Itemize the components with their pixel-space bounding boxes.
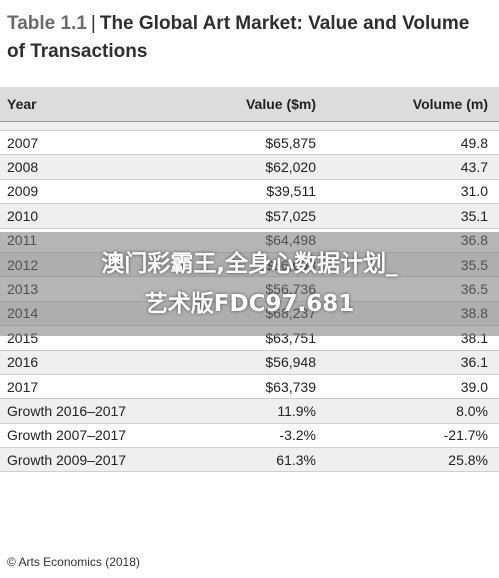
- volume-cell: -21.7%: [443, 427, 488, 444]
- watermark-overlay: 澳门彩霸王,全身心数据计划_ 艺术版FDC97.681: [0, 232, 499, 336]
- header-volume: Volume (m): [412, 96, 488, 112]
- year-cell: 2010: [7, 207, 39, 224]
- value-cell: -3.2%: [279, 427, 316, 444]
- value-cell: 11.9%: [277, 402, 316, 419]
- volume-cell: 25.8%: [448, 451, 488, 468]
- value-cell: $39,511: [266, 183, 316, 200]
- value-cell: $56,948: [265, 354, 316, 371]
- value-cell: $62,020: [265, 159, 316, 176]
- value-cell: $57,025: [265, 207, 316, 224]
- header-value: Value ($m): [245, 96, 316, 112]
- table-row: Growth 2016–2017 11.9% 8.0%: [0, 399, 499, 424]
- table-header: Year Value ($m) Volume (m): [0, 87, 499, 122]
- overlay-line-2: 艺术版FDC97.681: [144, 291, 355, 317]
- year-cell: 2009: [7, 183, 39, 200]
- overlay-line-1: 澳门彩霸王,全身心数据计划_: [101, 251, 398, 277]
- table-row: Growth 2007–2017 -3.2% -21.7%: [0, 423, 499, 449]
- volume-cell: 36.1: [460, 354, 488, 371]
- year-cell: Growth 2009–2017: [7, 451, 127, 468]
- value-cell: $65,875: [265, 134, 316, 151]
- year-cell: 2007: [7, 134, 39, 151]
- volume-cell: 8.0%: [456, 402, 488, 419]
- year-cell: Growth 2016–2017: [7, 402, 127, 419]
- year-cell: 2008: [7, 159, 39, 176]
- header-year: Year: [7, 96, 37, 112]
- volume-cell: 43.7: [460, 159, 488, 176]
- table-row: 2007 $65,875 49.8: [0, 131, 499, 156]
- copyright-footer: © Arts Economics (2018): [7, 555, 140, 569]
- table-row: 2008 $62,020 43.7: [0, 155, 499, 180]
- table-number: Table 1.1: [7, 13, 87, 34]
- year-cell: 2016: [7, 354, 39, 371]
- volume-cell: 39.0: [460, 378, 488, 395]
- volume-cell: 35.1: [460, 207, 488, 224]
- table-row: 2009 $39,511 31.0: [0, 179, 499, 205]
- table-row: Growth 2009–2017 61.3% 25.8%: [0, 448, 499, 473]
- title-separator: |: [90, 13, 96, 34]
- table-row: 2010 $57,025 35.1: [0, 204, 499, 229]
- table-row: 2017 $63,739 39.0: [0, 374, 499, 400]
- year-cell: Growth 2007–2017: [7, 427, 127, 444]
- table-title: Table 1.1 | The Global Art Market: Value a…: [7, 10, 477, 66]
- volume-cell: 49.8: [460, 134, 488, 151]
- table-row: 2016 $56,948 36.1: [0, 350, 499, 375]
- value-cell: 61.3%: [276, 451, 316, 468]
- value-cell: $63,739: [265, 378, 316, 395]
- volume-cell: 31.0: [460, 183, 488, 200]
- header-spacer: [0, 122, 499, 131]
- table-title-text: The Global Art Market: Value and Volume …: [7, 13, 470, 62]
- year-cell: 2017: [7, 378, 39, 395]
